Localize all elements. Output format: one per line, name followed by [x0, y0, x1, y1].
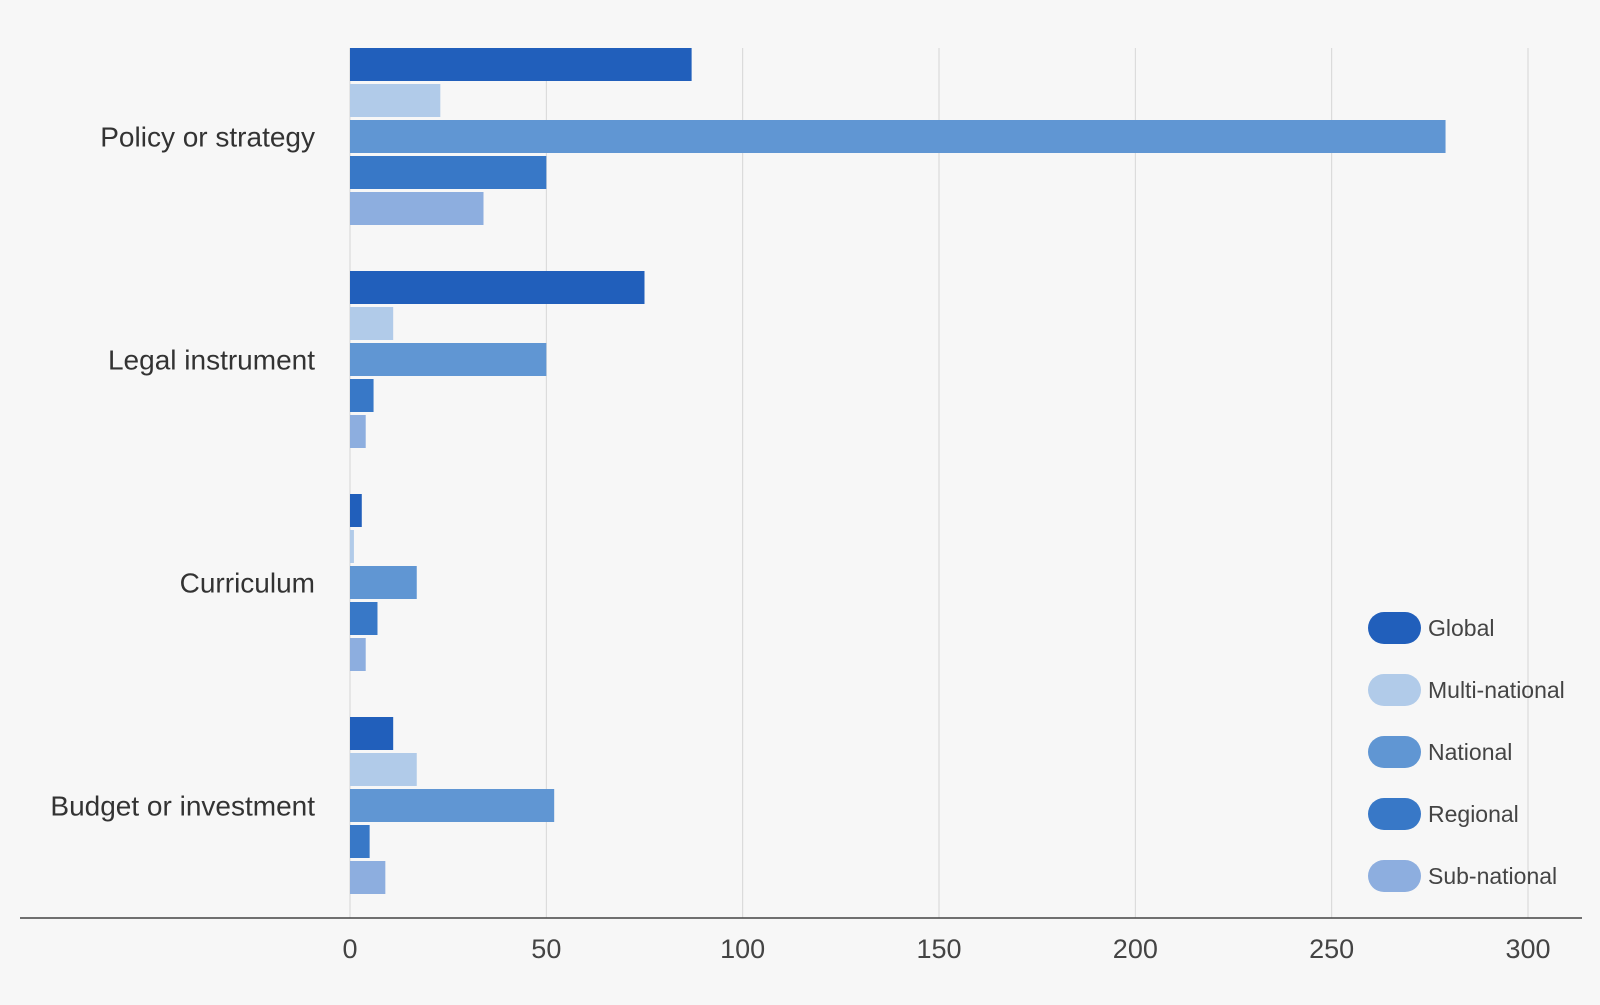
category-label: Legal instrument: [108, 345, 315, 376]
bar: [350, 343, 547, 376]
bar: [350, 825, 370, 858]
bar: [350, 120, 1446, 153]
x-tick-label: 150: [916, 934, 961, 964]
bar: [350, 789, 555, 822]
bar: [350, 717, 394, 750]
legend-swatch: [1368, 860, 1421, 892]
category-label: Curriculum: [180, 568, 315, 599]
legend-swatch: [1368, 798, 1421, 830]
legend-swatch: [1368, 674, 1421, 706]
x-tick-label: 300: [1505, 934, 1550, 964]
bar: [350, 861, 386, 894]
legend-label: Sub-national: [1428, 863, 1557, 889]
bar: [350, 192, 484, 225]
legend-swatch: [1368, 612, 1421, 644]
bar: [350, 48, 692, 81]
bar: [350, 566, 417, 599]
gridlines: [349, 48, 1529, 918]
bar: [350, 379, 374, 412]
legend-item: National: [1368, 736, 1512, 768]
x-tick-label: 250: [1309, 934, 1354, 964]
bar: [350, 530, 354, 563]
x-tick-label: 100: [720, 934, 765, 964]
legend-item: Sub-national: [1368, 860, 1557, 892]
x-tick-label: 50: [531, 934, 561, 964]
bars: [350, 48, 1446, 894]
category-label: Budget or investment: [50, 791, 315, 822]
bar: [350, 156, 547, 189]
legend-swatch: [1368, 736, 1421, 768]
bar: [350, 307, 394, 340]
legend-item: Global: [1368, 612, 1494, 644]
legend-label: Multi-national: [1428, 677, 1565, 703]
bar: [350, 84, 441, 117]
bar: [350, 602, 378, 635]
bar: [350, 494, 362, 527]
bar: [350, 753, 417, 786]
legend-item: Regional: [1368, 798, 1519, 830]
legend-label: Regional: [1428, 801, 1519, 827]
x-tick-label: 200: [1113, 934, 1158, 964]
legend-item: Multi-national: [1368, 674, 1565, 706]
bar: [350, 271, 645, 304]
bar: [350, 415, 366, 448]
legend-label: National: [1428, 739, 1512, 765]
category-label: Policy or strategy: [100, 122, 315, 153]
x-tick-label: 0: [342, 934, 357, 964]
legend: Global Multi-national National Regional Sub-…: [1368, 612, 1565, 892]
legend-label: Global: [1428, 615, 1494, 641]
x-axis: 0 50 100 150 200 250 300: [20, 917, 1582, 964]
category-labels: Policy or strategy Legal instrument Curric…: [50, 122, 315, 822]
bar: [350, 638, 366, 671]
